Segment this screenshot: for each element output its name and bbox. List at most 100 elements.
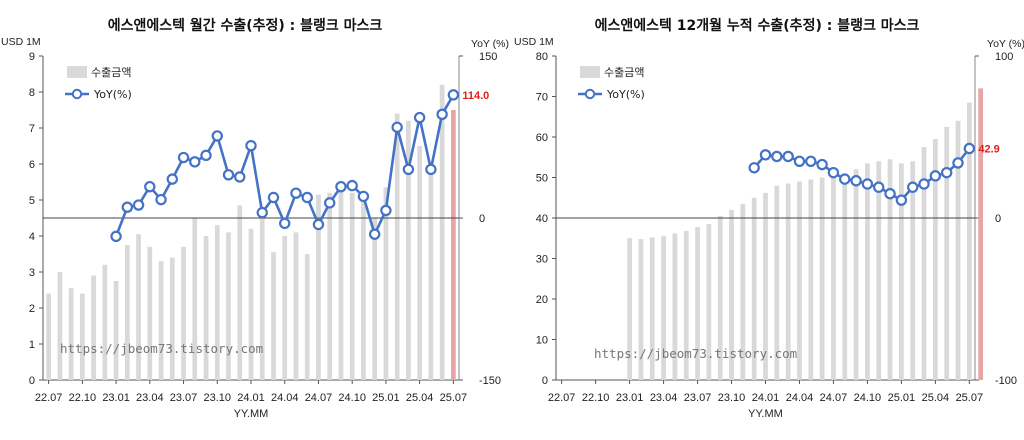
legend-bar-label: 수출금액 [604,66,644,79]
x-tick-label: 22.10 [582,392,610,404]
x-tick-label: 23.04 [650,392,678,404]
watermark-text: https://jbeom73.tistory.com [60,341,263,356]
bar-25.06 [439,84,445,381]
bar-25.04 [932,139,938,380]
yoy-point-25.04 [413,111,426,124]
x-tick-label: 25.01 [372,392,400,404]
left-tick-label: 5 [29,195,35,207]
left-tick-label: 40 [536,213,548,225]
legend-line-marker [71,88,83,100]
bar-23.03 [136,234,141,380]
left-tick-label: 30 [536,254,548,266]
bar-24.05 [293,232,299,380]
x-tick-label: 24.04 [786,392,814,404]
yoy-point-24.03 [782,150,794,163]
yoy-point-25.05 [425,163,437,176]
x-tick-label: 23.04 [136,392,164,404]
bar-23.09 [203,236,209,380]
legend-line-label: YoY(%) [606,88,645,101]
yoy-point-24.08 [324,197,336,209]
legend-bar-swatch [67,66,87,78]
bar-25.07 [451,110,456,380]
yoy-point-23.04 [144,180,156,193]
x-tick-label: 23.07 [170,392,198,404]
x-tick-label: 24.04 [271,392,299,404]
x-tick-label: 22.10 [69,392,97,404]
bar-24.11 [876,161,882,380]
x-tick-label: 24.07 [305,392,333,404]
left-tick-label: 20 [536,294,548,306]
x-tick-label: 24.10 [854,392,882,404]
x-tick-label: 23.10 [204,392,232,404]
yoy-point-24.11 [357,190,370,203]
left-tick-label: 3 [29,267,35,279]
yoy-point-24.04 [793,155,806,167]
x-tick-label: 24.01 [752,392,780,404]
yoy-point-24.01 [759,149,772,161]
bar-23.07 [181,246,186,380]
bar-24.05 [808,179,814,380]
yoy-point-23.06 [166,173,178,185]
left-tick-label: 0 [29,375,35,387]
bar-24.10 [865,163,870,380]
x-tick-label: 23.01 [616,392,644,404]
yoy-point-24.04 [279,217,291,230]
x-tick-label: 23.01 [102,392,130,404]
bar-24.03 [785,183,791,380]
yoy-point-25.03 [918,178,930,190]
bar-23.06 [683,230,689,380]
bar-25.04 [417,146,423,380]
yoy-point-25.07 [963,142,976,155]
x-tick-label: 25.07 [440,392,468,404]
bar-23.10 [214,225,220,380]
yoy-point-25.02 [391,121,403,133]
left-axis-unit: USD 1M [1,36,41,48]
bar-24.09 [853,169,859,380]
bar-23.05 [672,233,678,380]
yoy-point-24.05 [290,187,302,199]
x-tick-label: 25.01 [888,392,916,404]
right-tick-label: 0 [995,213,1001,225]
yoy-point-24.12 [368,228,381,240]
x-tick-label: 25.04 [922,392,950,404]
bar-23.10 [729,209,734,380]
bar-23.07 [695,226,700,380]
bar-25.05 [428,164,434,380]
bar-23.01 [627,238,632,380]
bar-24.06 [304,254,310,380]
legend-line-marker [584,88,596,100]
yoy-point-23.03 [132,199,145,211]
bar-25.02 [394,113,400,380]
x-tick-label: 24.01 [237,392,265,404]
bar-25.01 [383,187,389,380]
bar-23.04 [661,236,666,380]
bar-23.01 [113,281,119,380]
legend-bar-swatch [580,66,600,78]
x-tick-label: 24.07 [820,392,848,404]
yoy-point-24.02 [771,150,783,163]
right-tick-label: 100 [995,51,1013,63]
bar-22.07 [46,293,51,380]
x-tick-label: 25.04 [406,392,434,404]
x-tick-label: 22.07 [548,392,576,404]
yoy-point-24.10 [346,179,358,192]
bar-23.12 [751,197,757,380]
bar-23.11 [226,232,231,380]
x-tick-label: 24.10 [338,392,366,404]
bar-23.06 [169,257,175,380]
x-tick-label: 23.07 [684,392,712,404]
yoy-point-23.01 [110,230,122,243]
bar-23.09 [717,215,723,380]
bar-23.02 [124,245,130,380]
yoy-point-23.10 [211,130,223,142]
right-axis-unit: YoY (%) [471,38,509,50]
yoy-point-25.01 [380,204,392,217]
bar-22.12 [102,264,108,380]
yoy-point-25.02 [907,181,919,193]
left-tick-label: 80 [536,51,548,63]
left-tick-label: 7 [29,123,35,135]
bar-24.03 [271,252,276,380]
bar-22.10 [79,293,85,380]
left-tick-label: 60 [536,132,548,144]
